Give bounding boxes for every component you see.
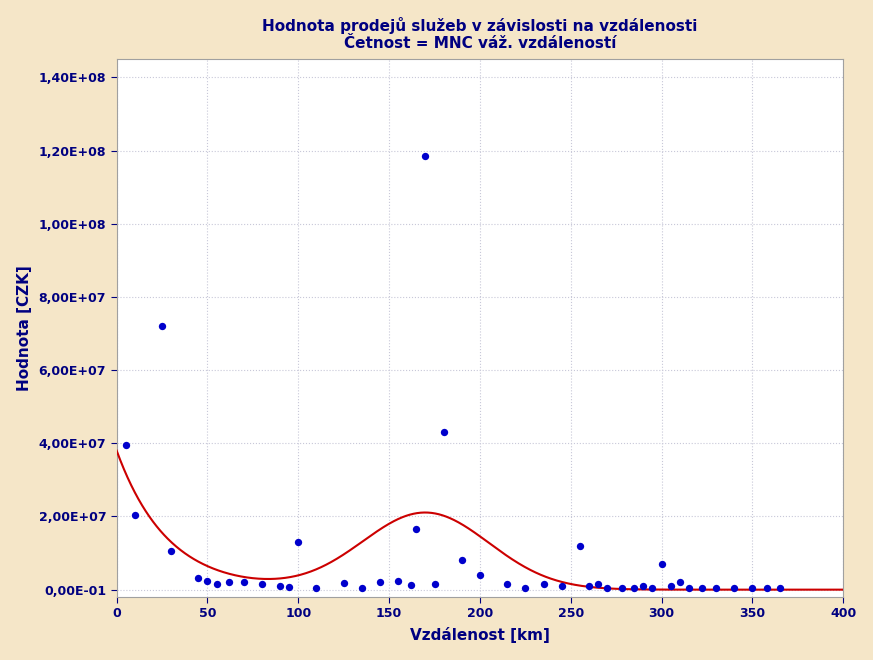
Point	[455, 555, 469, 566]
Point	[773, 583, 787, 593]
Point	[337, 578, 351, 589]
Point	[615, 583, 629, 593]
Point	[573, 541, 587, 551]
Point	[727, 583, 741, 593]
Point	[600, 583, 614, 593]
Point	[191, 573, 205, 583]
Point	[273, 581, 287, 591]
Point	[355, 583, 369, 593]
Point	[418, 151, 432, 162]
Point	[155, 321, 169, 331]
Point	[119, 440, 133, 450]
Point	[591, 579, 605, 589]
Point	[695, 583, 709, 593]
Point	[746, 583, 760, 593]
Point	[537, 579, 551, 589]
Point	[673, 577, 687, 587]
Point	[500, 579, 514, 589]
Point	[210, 579, 223, 589]
Point	[282, 581, 296, 592]
Point	[428, 579, 442, 589]
Point	[409, 524, 423, 535]
Point	[373, 577, 387, 587]
Title: Hodnota prodejů služeb v závislosti na vzdálenosti
Četnost = MNC váž. vzdálenost: Hodnota prodejů služeb v závislosti na v…	[262, 16, 698, 51]
Point	[292, 537, 306, 547]
Point	[554, 581, 568, 591]
Point	[404, 580, 418, 591]
Point	[309, 583, 323, 593]
Point	[223, 577, 237, 587]
Point	[682, 583, 696, 593]
Point	[127, 510, 141, 520]
Point	[237, 576, 251, 587]
Point	[436, 427, 450, 438]
Point	[391, 576, 405, 586]
Point	[628, 583, 642, 593]
Point	[709, 583, 723, 593]
Point	[255, 579, 269, 589]
Point	[164, 546, 178, 556]
Point	[645, 583, 659, 593]
Point	[663, 581, 677, 591]
X-axis label: Vzdálenost [km]: Vzdálenost [km]	[410, 628, 550, 644]
Point	[519, 583, 533, 593]
Point	[636, 581, 650, 591]
Y-axis label: Hodnota [CZK]: Hodnota [CZK]	[17, 265, 31, 391]
Point	[582, 581, 596, 591]
Point	[473, 570, 487, 580]
Point	[760, 583, 773, 593]
Point	[201, 576, 215, 586]
Point	[655, 559, 669, 570]
